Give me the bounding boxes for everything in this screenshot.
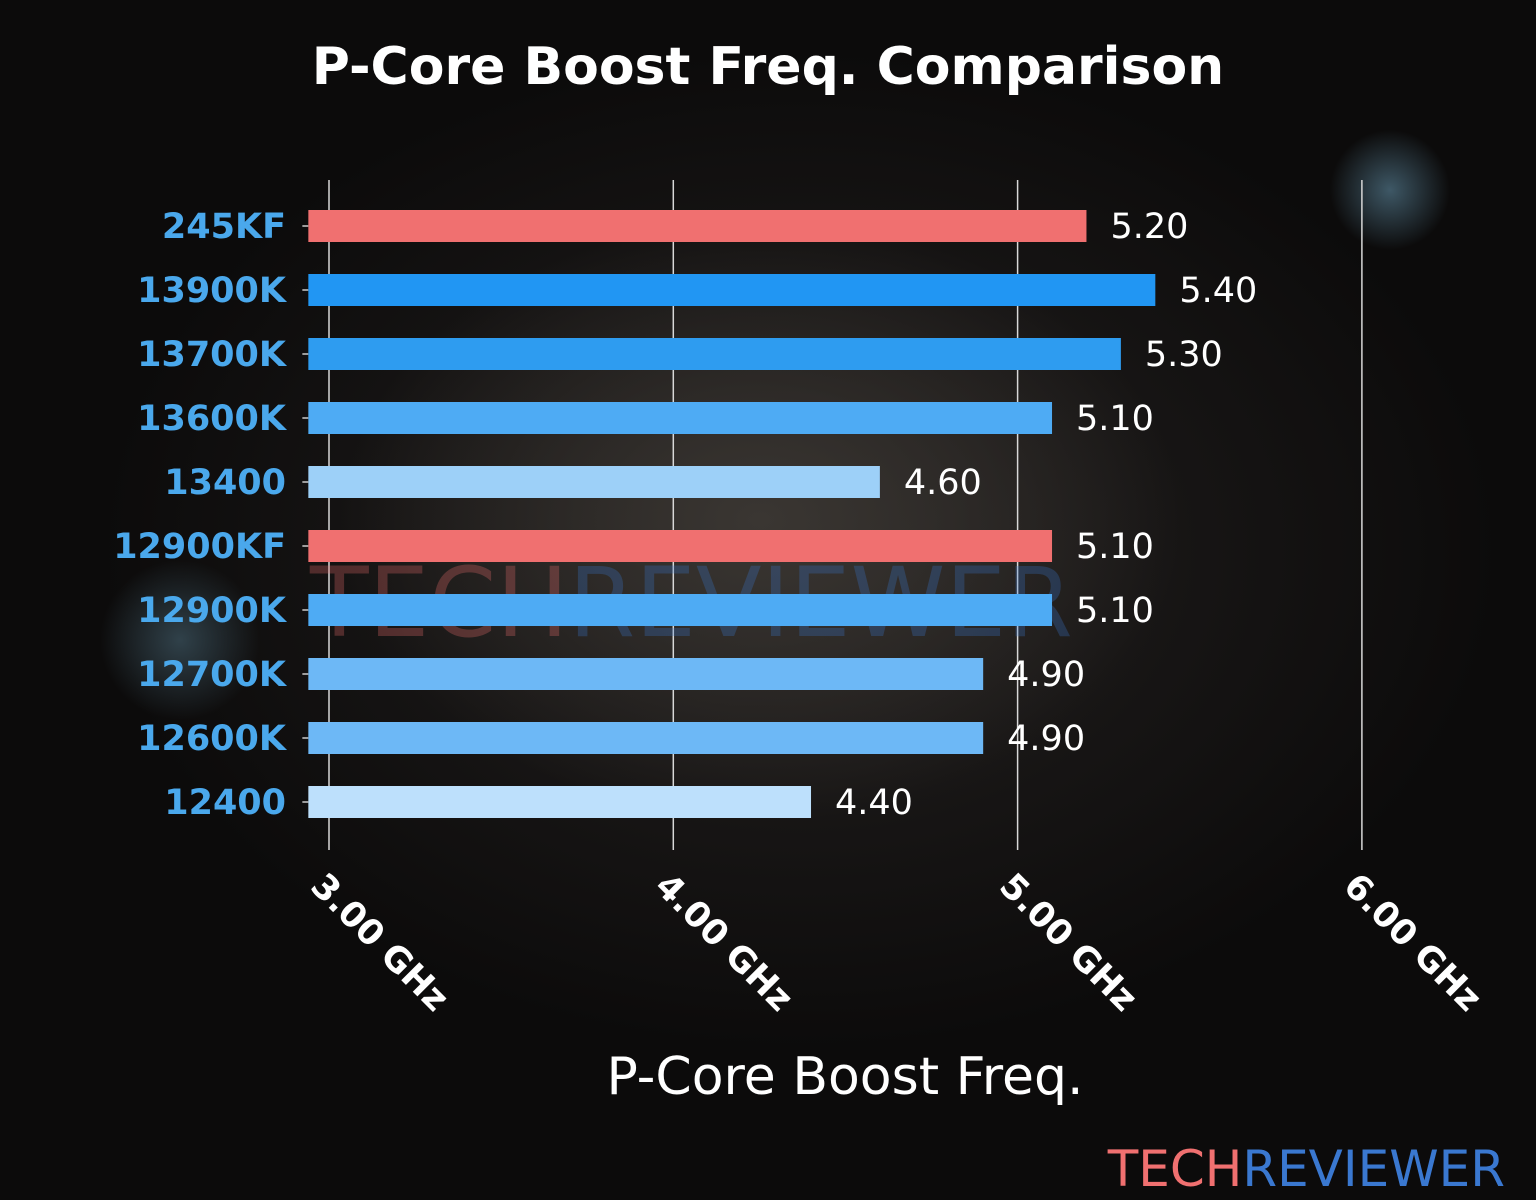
value-label: 5.40 <box>1179 271 1257 311</box>
bar <box>308 658 984 690</box>
value-label: 4.60 <box>904 463 982 503</box>
category-label: 13700K <box>137 335 288 375</box>
category-label: 12900K <box>137 591 288 631</box>
bar <box>308 338 1121 370</box>
x-axis-label: P-Core Boost Freq. <box>606 1047 1083 1107</box>
bar <box>308 786 812 818</box>
value-label: 5.20 <box>1110 207 1188 247</box>
value-label: 4.90 <box>1007 655 1085 695</box>
category-label: 245KF <box>162 207 286 247</box>
x-tick-label: 3.00 GHz <box>303 866 456 1019</box>
bar <box>308 530 1053 562</box>
bar <box>308 466 880 498</box>
value-label: 4.40 <box>835 783 913 823</box>
category-label: 13600K <box>137 399 288 439</box>
x-tick-label: 6.00 GHz <box>1336 866 1489 1019</box>
category-label: 13400 <box>164 463 286 503</box>
bar <box>308 722 984 754</box>
value-label: 5.10 <box>1076 527 1154 567</box>
bar <box>308 594 1053 626</box>
category-label: 12600K <box>137 719 288 759</box>
category-label: 13900K <box>137 271 288 311</box>
techreviewer-logo: TECHREVIEWER <box>1107 1140 1505 1198</box>
x-tick-label: 4.00 GHz <box>647 866 800 1019</box>
category-label: 12900KF <box>113 527 286 567</box>
bar <box>308 402 1053 434</box>
category-label: 12700K <box>137 655 288 695</box>
value-label: 5.10 <box>1076 399 1154 439</box>
category-label: 12400 <box>164 783 286 823</box>
value-label: 5.10 <box>1076 591 1154 631</box>
chart-title: P-Core Boost Freq. Comparison <box>312 37 1224 97</box>
value-label: 5.30 <box>1145 335 1223 375</box>
value-label: 4.90 <box>1007 719 1085 759</box>
bar <box>308 274 1156 306</box>
bar <box>308 210 1087 242</box>
x-tick-label: 5.00 GHz <box>991 866 1144 1019</box>
